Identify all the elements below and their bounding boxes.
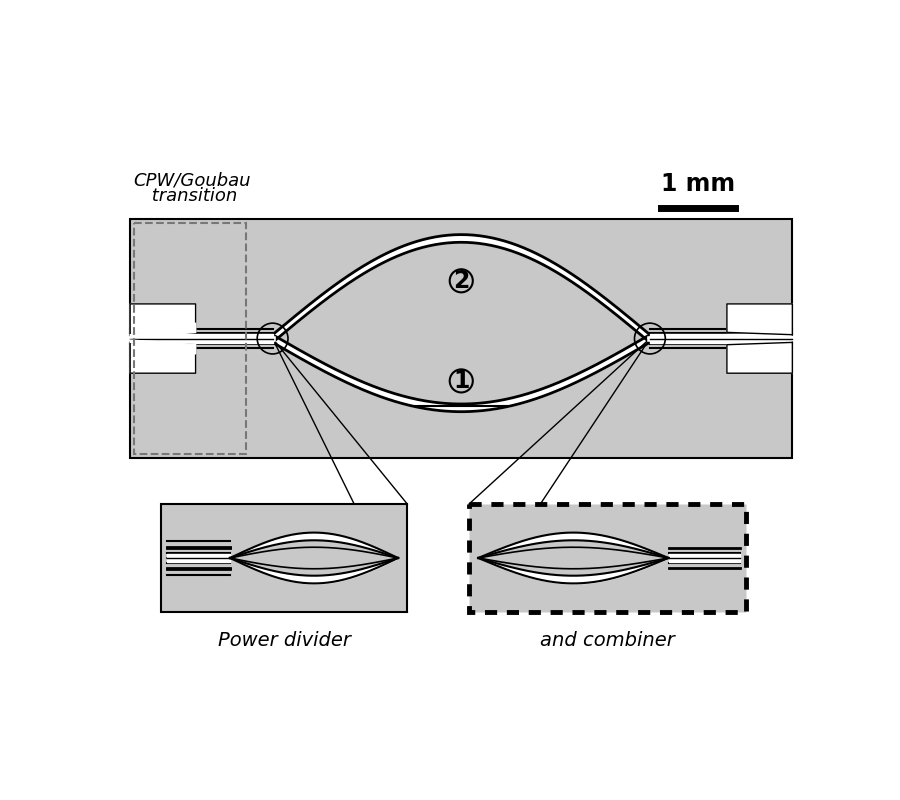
Text: transition: transition [146,187,238,205]
Polygon shape [130,304,195,334]
Polygon shape [130,340,195,354]
Text: Power divider: Power divider [218,631,351,650]
Bar [161,504,408,612]
Text: 2: 2 [453,269,470,293]
Bar [134,223,246,454]
Text: and combiner: and combiner [540,631,675,650]
Text: 1 mm: 1 mm [661,172,735,196]
Polygon shape [727,342,792,373]
Polygon shape [130,323,195,337]
Text: CPW/Goubau: CPW/Goubau [133,172,250,190]
Polygon shape [727,304,792,334]
Polygon shape [130,342,195,373]
Text: 1: 1 [453,369,470,393]
Bar [469,504,746,612]
Bar [130,219,792,458]
